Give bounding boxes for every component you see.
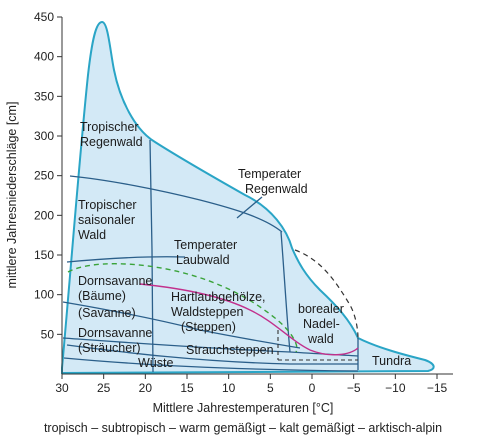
boundary-seasonal-lower	[66, 256, 186, 263]
label-line: Regenwald	[245, 182, 308, 196]
x-tick-label: −15	[427, 381, 448, 395]
axes: 30 25 20 15 10 5 0 −5 −10 −15 5010015020025030035…	[34, 10, 453, 395]
y-ticks: 50 100 150 200 250 300 350 400 450	[34, 10, 62, 341]
x-tick-label: 15	[180, 381, 194, 395]
magenta-boundary	[139, 283, 359, 356]
x-ticks: 30 25 20 15 10 5 0 −5 −10 −15	[55, 374, 448, 395]
x-tick-label: 30	[55, 381, 69, 395]
label-tropischer-regenwald: Tropischer Regenwald	[80, 120, 143, 149]
y-tick-label: 400	[34, 50, 54, 64]
boundary-desert-upper	[66, 344, 358, 365]
label-line: Laubwald	[176, 253, 230, 267]
label-line: wald	[307, 332, 334, 346]
boundary-thornsavanna	[62, 301, 301, 349]
x-tick-label: 5	[267, 381, 274, 395]
y-tick-label: 350	[34, 89, 54, 103]
x-tick-label: −10	[385, 381, 406, 395]
label-dornsavanne-straeucher: Dornsavanne (Sträucher)	[78, 326, 156, 355]
x-tick-label: −5	[347, 381, 361, 395]
label-line: Temperater	[174, 238, 237, 252]
label-line: Dornsavanne	[78, 274, 152, 288]
boundary-temperate-rainforest-pointer	[236, 196, 263, 219]
y-tick-label: 300	[34, 129, 54, 143]
label-borealer-nadelwald: borealer Nadel- wald	[298, 302, 347, 346]
dashed-boundary-forest-savanna	[294, 249, 359, 339]
y-tick-label: 50	[41, 327, 55, 341]
label-line: Wald	[78, 228, 106, 242]
boundary-rainforest-seasonal	[69, 175, 283, 233]
label-dornsavanne-baeume: Dornsavanne (Bäume)	[78, 274, 156, 303]
boundary-tropical-rainforest-vertical	[149, 139, 154, 373]
boundary-desert-lower	[63, 357, 359, 372]
label-savanne: (Savanne)	[78, 306, 136, 320]
x-axis-title: Mittlere Jahrestemperaturen [°C]	[153, 401, 334, 415]
biome-labels: Tropischer Regenwald Temperater Regenwal…	[78, 120, 411, 370]
label-strauchsteppen: Strauchsteppen	[186, 343, 274, 357]
label-line: (Steppen)	[181, 320, 236, 334]
green-dashed-boundary	[67, 263, 298, 353]
dashed-boundary-hartlaub	[277, 330, 358, 361]
x-tick-label: 10	[222, 381, 236, 395]
y-tick-label: 450	[34, 10, 54, 24]
label-line: Tropischer	[80, 120, 139, 134]
label-line: Dornsavanne	[78, 326, 152, 340]
y-tick-label: 150	[34, 248, 54, 262]
label-temperater-regenwald: Temperater Regenwald	[238, 167, 308, 196]
label-line: borealer	[298, 302, 344, 316]
y-tick-label: 250	[34, 169, 54, 183]
label-line: (Bäume)	[78, 289, 126, 303]
label-wueste: Wüste	[138, 356, 173, 370]
label-tropischer-saisonaler-wald: Tropischer saisonaler Wald	[78, 198, 140, 242]
label-hartlaubgehoelze: Hartlaubgehölze, Waldsteppen (Steppen)	[171, 290, 269, 334]
label-line: (Sträucher)	[78, 341, 141, 355]
y-tick-label: 200	[34, 208, 54, 222]
label-line: Tropischer	[78, 198, 137, 212]
y-axis-title: mittlere Jahresniederschläge [cm]	[5, 102, 19, 289]
label-line: saisonaler	[78, 213, 135, 227]
label-line: Waldsteppen	[171, 305, 244, 319]
label-tundra: Tundra	[372, 354, 411, 368]
x-tick-label: 20	[139, 381, 153, 395]
label-temperater-laubwald: Temperater Laubwald	[174, 238, 241, 267]
label-line: Regenwald	[80, 135, 143, 149]
label-line: Temperater	[238, 167, 301, 181]
label-line: Nadel-	[303, 317, 340, 331]
x-tick-label: 0	[309, 381, 316, 395]
biome-boundaries	[62, 139, 359, 373]
label-line: Hartlaubgehölze,	[171, 290, 266, 304]
boundary-temperate-rainforest-vertical	[280, 231, 291, 353]
climate-zone-caption: tropisch – subtropisch – warm gemäßigt –…	[44, 421, 442, 435]
y-tick-label: 100	[34, 288, 54, 302]
x-tick-label: 25	[97, 381, 111, 395]
